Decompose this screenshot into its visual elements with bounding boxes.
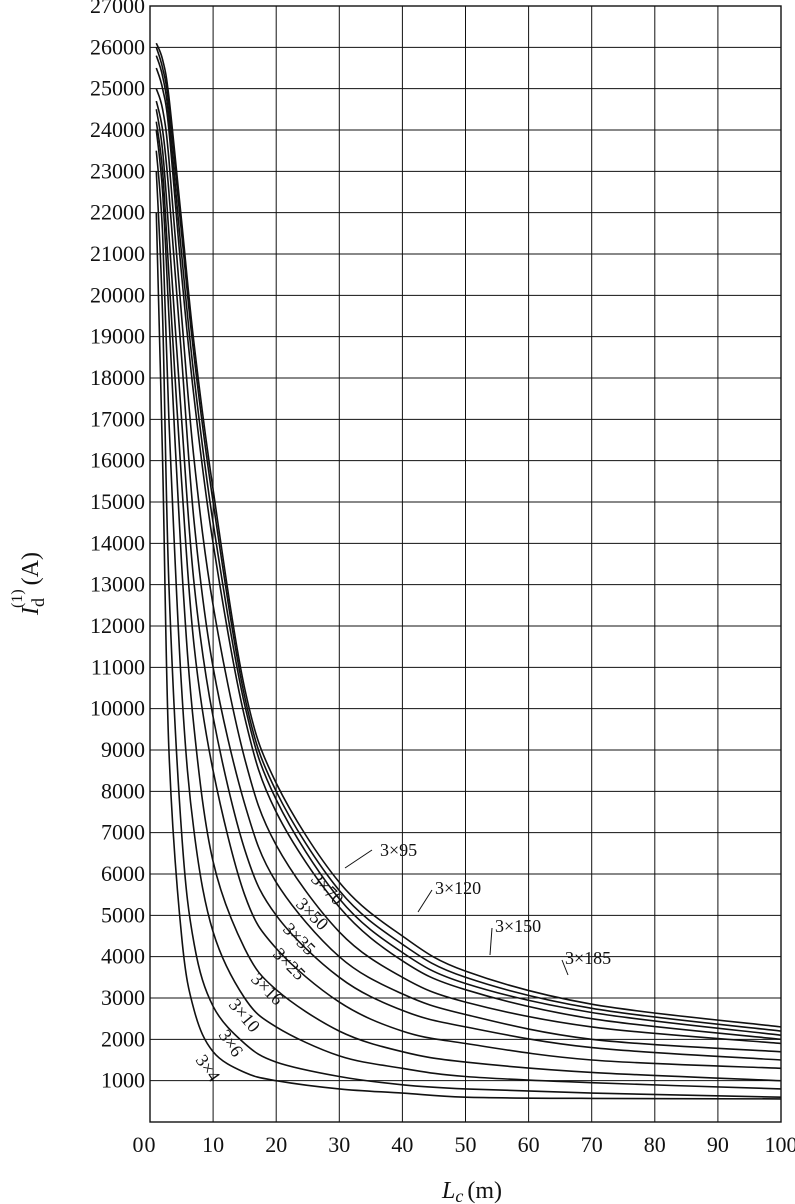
series-line [155,100,782,1053]
y-tick-label: 23000 [90,158,145,183]
series-label: 3×16 [247,969,287,1009]
y-tick-label: 7000 [101,820,145,845]
y-axis-title: Id(1) (A) [9,552,48,616]
series-line [155,109,782,1061]
x-axis-title-sub: c [455,1186,463,1204]
y-tick-label: 21000 [90,241,145,266]
y-axis-title-main: I [18,606,44,616]
x-tick-label: 70 [581,1132,603,1157]
y-tick-label: 15000 [90,489,145,514]
series-label-leader [344,849,373,869]
x-tick-label: 100 [765,1132,795,1157]
y-tick-label: 5000 [101,902,145,927]
y-tick-label: 16000 [90,448,145,473]
series-line [155,47,782,1032]
y-tick-label: 11000 [91,654,145,679]
y-tick-label: 6000 [101,861,145,886]
y-tick-label: 24000 [90,117,145,142]
y-tick-label: 13000 [90,572,145,597]
series-line [155,121,782,1070]
series-label: 3×6 [215,1026,248,1061]
series-label-leader [417,889,433,913]
x-tick-label: 80 [644,1132,666,1157]
y-tick-label: 20000 [90,282,145,307]
series-label: 3×185 [565,948,611,968]
x-tick-label: 30 [328,1132,350,1157]
axis-ticks: 0 10 20 30 40 50 60 70 80 90 100010002000300040005… [90,0,795,1157]
y-tick-label: 0 [133,1132,144,1157]
series-line [155,67,782,1041]
x-tick-label: 0 [145,1132,156,1157]
y-tick-label: 19000 [90,324,145,349]
y-tick-label: 3000 [101,985,145,1010]
y-tick-label: 4000 [101,944,145,969]
series-line [155,171,782,1098]
y-tick-label: 10000 [90,696,145,721]
x-axis-title-unit: (m) [467,1178,502,1204]
y-tick-label: 26000 [90,34,145,59]
series-label-leader [561,959,569,976]
y-tick-label: 25000 [90,76,145,101]
y-axis-title-sub: d [28,598,48,607]
y-tick-label: 17000 [90,406,145,431]
x-tick-label: 20 [265,1132,287,1157]
y-tick-label: 9000 [101,737,145,762]
series-label-leader [489,927,493,956]
x-tick-label: 40 [391,1132,413,1157]
y-tick-label: 18000 [90,365,145,390]
series-line [155,88,782,1045]
x-axis-title: Lc (m) [441,1178,502,1204]
x-tick-label: 10 [202,1132,224,1157]
y-tick-label: 2000 [101,1026,145,1051]
x-axis-title-main: L [441,1178,455,1204]
series-label: 3×150 [495,916,541,936]
series-layer [155,42,782,1100]
y-tick-label: 1000 [101,1068,145,1093]
x-tick-label: 50 [455,1132,477,1157]
y-tick-label: 27000 [90,0,145,18]
series-line [155,129,782,1082]
y-tick-label: 8000 [101,778,145,803]
y-tick-label: 12000 [90,613,145,638]
y-tick-label: 22000 [90,200,145,225]
series-line [155,55,782,1036]
x-tick-label: 60 [518,1132,540,1157]
y-axis-title-sup: (1) [9,589,26,608]
y-axis-title-unit: (A) [18,552,44,585]
series-line [155,42,782,1028]
series-line [155,212,782,1100]
series-label: 3×95 [380,840,417,860]
series-label: 3×120 [435,878,481,898]
x-tick-label: 90 [707,1132,729,1157]
y-tick-label: 14000 [90,530,145,555]
series-line [155,150,782,1090]
grid [149,5,782,1123]
